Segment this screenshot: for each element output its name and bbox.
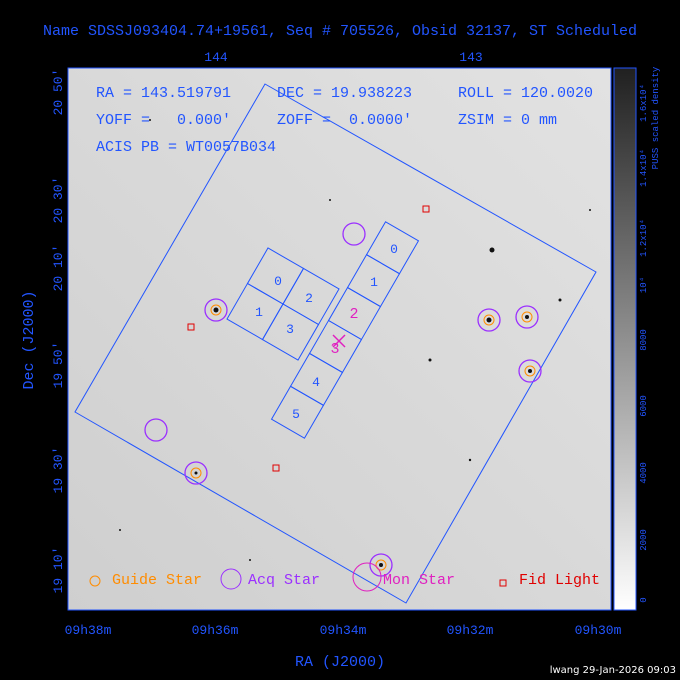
top-tick: 144 (204, 50, 228, 65)
sky-image (67, 67, 612, 611)
fid-lights (187, 205, 430, 472)
colorbar-tick: 4000 (639, 462, 649, 484)
chip-label: 3 (286, 322, 294, 337)
acis-i-array (226, 247, 340, 361)
bottom-tick: 09h30m (575, 623, 622, 638)
chip-label: 5 (292, 407, 300, 422)
chip-label: 0 (274, 274, 282, 289)
colorbar-tick: 1.6x10⁴ (638, 84, 649, 122)
field-box (74, 83, 597, 604)
legend-acq-symbol (220, 568, 242, 590)
colorbar-label: PUSS scaled density (651, 66, 661, 169)
legend-guide-symbol (89, 575, 101, 587)
legend-acq: Acq Star (248, 572, 320, 589)
chip-label: 2 (349, 306, 358, 323)
chip-label: 0 (390, 242, 398, 257)
info-yoff: YOFF = 0.000' (96, 112, 231, 129)
colorbar-tick: 6000 (639, 395, 649, 417)
info-dec: DEC = 19.938223 (277, 85, 412, 102)
colorbar-tick: 2000 (639, 529, 649, 551)
footer: lwang 29-Jan-2026 09:03 (550, 665, 676, 676)
colorbar-tick: 1.2x10⁴ (638, 219, 649, 257)
chip-labels: 0 2 1 3 0 1 2 3 4 5 (255, 242, 398, 422)
bottom-tick: 09h34m (320, 623, 367, 638)
left-tick: 19 30' (51, 447, 66, 494)
top-tick: 143 (459, 50, 482, 65)
info-ra: RA = 143.519791 (96, 85, 231, 102)
bottom-tick: 09h38m (65, 623, 112, 638)
left-ticks: 20 50' 20 30' 20 10' 19 50' 19 30' 19 10… (51, 69, 66, 594)
left-tick: 20 50' (51, 69, 66, 116)
legend-mon-symbol (352, 562, 382, 592)
colorbar-tick: 1.4x10⁴ (638, 149, 649, 187)
chip-label: 3 (330, 341, 339, 358)
title: Name SDSSJ093404.74+19561, Seq # 705526,… (43, 23, 637, 40)
left-tick: 20 10' (51, 245, 66, 292)
chip-label: 1 (255, 305, 263, 320)
info-roll: ROLL = 120.0020 (458, 85, 593, 102)
info-acis: ACIS PB = WT0057B034 (96, 139, 276, 156)
chip-label: 2 (305, 291, 313, 306)
chip-label: 4 (312, 375, 320, 390)
info-panel: RA = 143.519791 DEC = 19.938223 ROLL = 1… (96, 85, 593, 156)
left-tick: 19 10' (51, 547, 66, 594)
legend: Guide Star Acq Star Mon Star Fid Light (89, 562, 600, 592)
colorbar-tick: 10⁴ (638, 277, 649, 293)
chip-label: 1 (370, 275, 378, 290)
guide-stars (190, 304, 536, 571)
y-axis-label: Dec (J2000) (21, 290, 38, 389)
colorbar-tick: 8000 (639, 329, 649, 351)
colorbar-tick: 0 (639, 597, 649, 602)
left-tick: 19 50' (51, 342, 66, 389)
left-tick: 20 30' (51, 177, 66, 224)
colorbar (613, 67, 637, 611)
x-axis-label: RA (J2000) (295, 654, 385, 671)
legend-guide: Guide Star (112, 572, 202, 589)
field-stars (119, 119, 591, 567)
legend-fid-symbol (499, 579, 507, 587)
bottom-tick: 09h36m (192, 623, 239, 638)
acis-s-array (270, 221, 420, 439)
colorbar-ticks: 0 2000 4000 6000 8000 10⁴ 1.2x10⁴ 1.4x10… (638, 84, 649, 603)
info-zoff: ZOFF = 0.0000' (277, 112, 412, 129)
aimpoint (332, 334, 346, 348)
bottom-tick: 09h32m (447, 623, 494, 638)
legend-fid: Fid Light (519, 572, 600, 589)
bottom-ticks: 09h38m 09h36m 09h34m 09h32m 09h30m (65, 623, 622, 638)
legend-mon: Mon Star (383, 572, 455, 589)
info-zsim: ZSIM = 0 mm (458, 112, 557, 129)
